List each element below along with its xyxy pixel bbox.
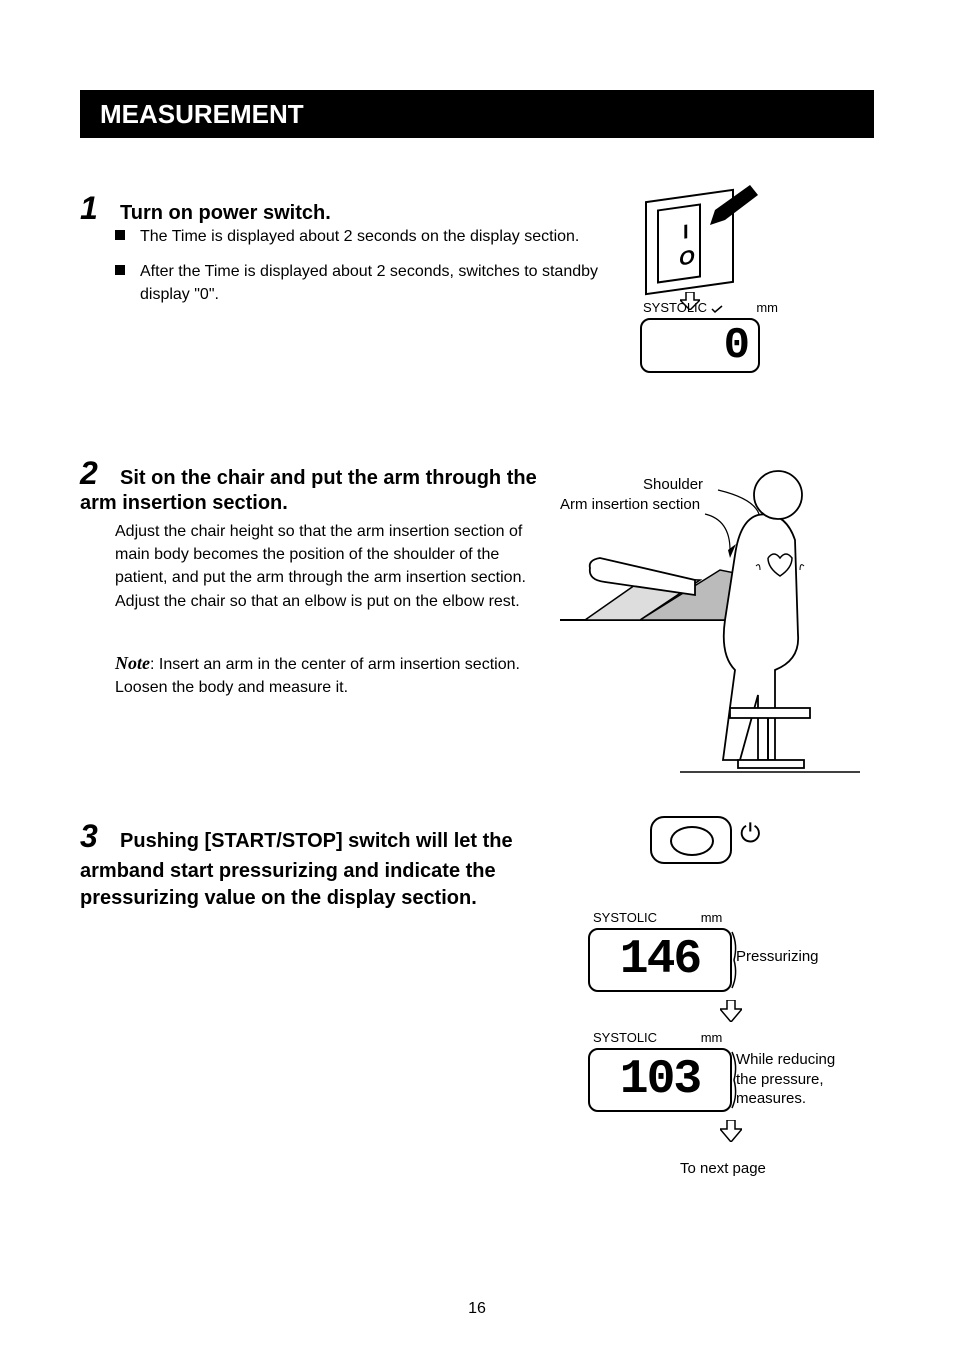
step1-number: 1 (80, 190, 98, 226)
step1-bullet-1: The Time is displayed about 2 seconds on… (140, 225, 579, 248)
step3-heading: 3 Pushing [START/STOP] switch will let t… (80, 815, 580, 912)
bullet-icon (115, 265, 125, 275)
step2-note: Note: Insert an arm in the center of arm… (115, 650, 555, 699)
lcd1-mm: mm (756, 300, 778, 315)
step3-heading-text: Pushing [START/STOP] switch will let the… (80, 830, 513, 909)
lcd1-value: 0 (724, 321, 748, 371)
label-pressurizing: Pressurizing (736, 948, 819, 965)
lcd2-mm: mm (701, 910, 723, 925)
power-icon: ⏻ (740, 818, 761, 850)
lcd2-value: 146 (620, 933, 700, 987)
step2-body: Adjust the chair height so that the arm … (115, 520, 555, 613)
lcd2-systolic: SYSTOLIC (593, 910, 657, 925)
step2-heading: 2 Sit on the chair and put the arm throu… (80, 455, 570, 515)
step1-bullets: The Time is displayed about 2 seconds on… (115, 225, 610, 319)
switch-I-label: I (683, 221, 689, 245)
step3-number: 3 (80, 818, 98, 854)
step2-note-text: Insert an arm in the center of arm inser… (115, 656, 520, 696)
section-title: MEASUREMENT (80, 90, 874, 138)
note-label: Note (115, 653, 150, 673)
down-arrow-icon (720, 1120, 742, 1142)
lcd3-mm: mm (701, 1030, 723, 1045)
step2-heading-text: Sit on the chair and put the arm through… (80, 467, 537, 514)
seated-figure (560, 460, 880, 780)
lcd1-systolic: SYSTOLIC (643, 300, 707, 315)
step1-heading: 1 Turn on power switch. (80, 190, 331, 227)
label-next-page: To next page (680, 1160, 766, 1177)
label-measuring: While reducing the pressure, measures. (736, 1050, 835, 1109)
step2-number: 2 (80, 455, 98, 491)
lcd3-display: 103 (588, 1048, 732, 1112)
bullet-icon (115, 230, 125, 240)
lcd2-display: 146 (588, 928, 732, 992)
page-number: 16 (0, 1300, 954, 1318)
switch-O-label: O (679, 246, 695, 271)
lcd2-label: SYSTOLIC mm (593, 910, 722, 925)
down-arrow-icon (720, 1000, 742, 1022)
power-switch-figure: I O (645, 195, 734, 289)
step1-bullet-2: After the Time is displayed about 2 seco… (140, 260, 610, 306)
lcd1-display: 0 (640, 318, 760, 373)
press-arrow-icon (700, 180, 760, 230)
lcd3-label: SYSTOLIC mm (593, 1030, 722, 1045)
lcd3-value: 103 (620, 1053, 700, 1107)
check-icon (711, 305, 723, 313)
lcd3-systolic: SYSTOLIC (593, 1030, 657, 1045)
lcd1-label: SYSTOLIC mm (643, 300, 778, 315)
start-button-figure: ⏻ (650, 816, 732, 864)
step1-heading-text: Turn on power switch. (120, 202, 331, 224)
